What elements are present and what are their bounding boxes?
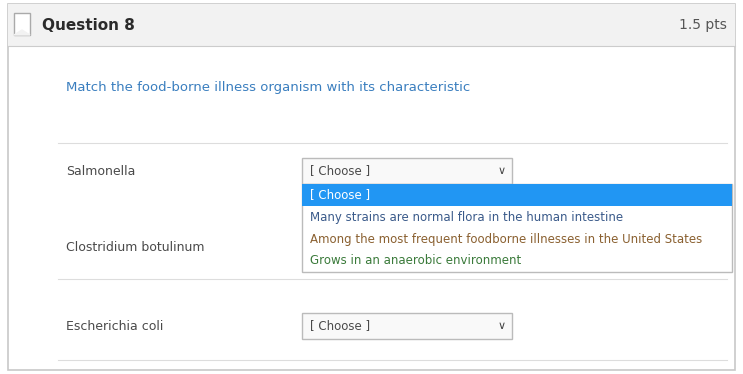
Polygon shape	[14, 30, 30, 35]
Text: ∨: ∨	[498, 166, 506, 176]
Text: Question 8: Question 8	[42, 18, 135, 33]
Bar	[8, 4, 735, 46]
Bar	[302, 313, 512, 339]
Bar	[14, 13, 30, 35]
Text: 1.5 pts: 1.5 pts	[679, 18, 727, 32]
Text: Among the most frequent foodborne illnesses in the United States: Among the most frequent foodborne illnes…	[310, 233, 702, 245]
Text: Grows in an anaerobic environment: Grows in an anaerobic environment	[310, 254, 522, 267]
Text: Salmonella: Salmonella	[66, 165, 135, 178]
Text: Match the food-borne illness organism with its characteristic: Match the food-borne illness organism wi…	[66, 80, 470, 94]
Text: Clostridium botulinum: Clostridium botulinum	[66, 240, 204, 254]
Bar	[302, 184, 732, 206]
Text: [ Choose ]: [ Choose ]	[310, 188, 370, 202]
Text: [ Choose ]: [ Choose ]	[310, 319, 370, 332]
Bar	[302, 158, 512, 184]
Bar	[302, 184, 732, 272]
Text: ∨: ∨	[498, 321, 506, 331]
Text: Escherichia coli: Escherichia coli	[66, 319, 163, 332]
Text: Many strains are normal flora in the human intestine: Many strains are normal flora in the hum…	[310, 211, 623, 224]
Text: [ Choose ]: [ Choose ]	[310, 165, 370, 178]
